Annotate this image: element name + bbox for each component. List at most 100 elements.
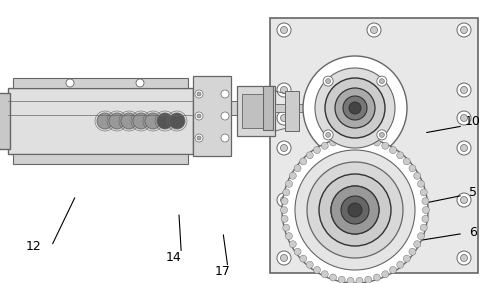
Circle shape [277, 251, 291, 265]
Circle shape [457, 111, 471, 125]
Circle shape [314, 147, 320, 154]
Circle shape [136, 79, 144, 87]
Bar [13, 154, 188, 164]
Circle shape [417, 180, 424, 187]
Circle shape [221, 112, 229, 120]
Circle shape [331, 186, 379, 234]
Circle shape [338, 137, 345, 144]
Circle shape [323, 130, 333, 140]
Circle shape [280, 254, 288, 261]
Bar [270, 18, 478, 273]
Circle shape [377, 76, 387, 86]
Circle shape [277, 111, 291, 125]
Circle shape [331, 186, 379, 234]
Circle shape [379, 132, 384, 137]
Circle shape [356, 136, 363, 143]
Circle shape [277, 83, 291, 97]
Bar [8, 88, 193, 154]
Circle shape [457, 251, 471, 265]
Circle shape [403, 255, 410, 262]
Bar [237, 86, 275, 136]
Circle shape [367, 23, 381, 37]
Circle shape [330, 139, 337, 146]
Circle shape [295, 150, 415, 270]
Circle shape [133, 113, 149, 129]
Text: 10: 10 [465, 115, 481, 128]
Circle shape [461, 196, 467, 203]
Circle shape [221, 134, 229, 142]
Text: 12: 12 [25, 240, 41, 253]
Circle shape [347, 136, 354, 143]
Circle shape [457, 141, 471, 155]
Circle shape [289, 172, 296, 179]
Circle shape [195, 112, 203, 120]
Circle shape [300, 158, 307, 165]
Circle shape [382, 271, 389, 278]
Circle shape [330, 274, 337, 281]
Circle shape [277, 193, 291, 207]
Circle shape [370, 27, 377, 33]
Circle shape [422, 215, 429, 222]
Circle shape [281, 198, 288, 205]
Circle shape [414, 172, 421, 179]
Bar [275, 104, 337, 112]
Bar [340, 195, 370, 225]
Circle shape [461, 254, 467, 261]
Circle shape [370, 254, 377, 261]
Bar [263, 86, 273, 130]
Circle shape [109, 113, 125, 129]
Bar [193, 76, 231, 156]
Circle shape [97, 113, 113, 129]
Circle shape [397, 152, 404, 159]
Circle shape [283, 189, 290, 196]
Circle shape [286, 180, 293, 187]
Circle shape [300, 255, 307, 262]
Circle shape [379, 79, 384, 84]
Bar [285, 91, 299, 131]
Bar [13, 78, 188, 88]
Circle shape [397, 261, 404, 268]
Circle shape [197, 92, 201, 96]
Circle shape [321, 142, 328, 149]
Circle shape [294, 165, 301, 172]
Circle shape [457, 193, 471, 207]
Circle shape [289, 241, 296, 248]
Bar [8, 101, 270, 115]
Circle shape [306, 261, 313, 268]
Circle shape [420, 224, 427, 231]
Text: 14: 14 [166, 251, 182, 264]
Circle shape [373, 274, 380, 281]
Circle shape [326, 132, 331, 137]
Circle shape [335, 88, 375, 128]
Circle shape [195, 90, 203, 98]
Circle shape [286, 233, 293, 240]
Circle shape [341, 196, 369, 224]
Circle shape [367, 251, 381, 265]
Circle shape [321, 271, 328, 278]
Bar [0, 93, 10, 149]
Circle shape [414, 241, 421, 248]
Circle shape [348, 203, 362, 217]
Circle shape [306, 152, 313, 159]
Circle shape [121, 113, 137, 129]
Circle shape [280, 87, 288, 93]
Circle shape [280, 27, 288, 33]
Text: 6: 6 [469, 226, 477, 239]
Circle shape [197, 136, 201, 140]
Circle shape [417, 233, 424, 240]
Circle shape [314, 267, 320, 273]
Circle shape [169, 113, 185, 129]
Circle shape [277, 141, 291, 155]
Circle shape [338, 276, 345, 283]
Circle shape [409, 165, 416, 172]
Circle shape [303, 56, 407, 160]
Circle shape [348, 203, 362, 217]
Circle shape [457, 23, 471, 37]
Circle shape [461, 145, 467, 151]
Circle shape [343, 96, 367, 120]
Bar [242, 94, 270, 128]
Circle shape [307, 162, 403, 258]
Text: 5: 5 [469, 186, 477, 199]
Circle shape [195, 134, 203, 142]
Circle shape [422, 207, 430, 213]
